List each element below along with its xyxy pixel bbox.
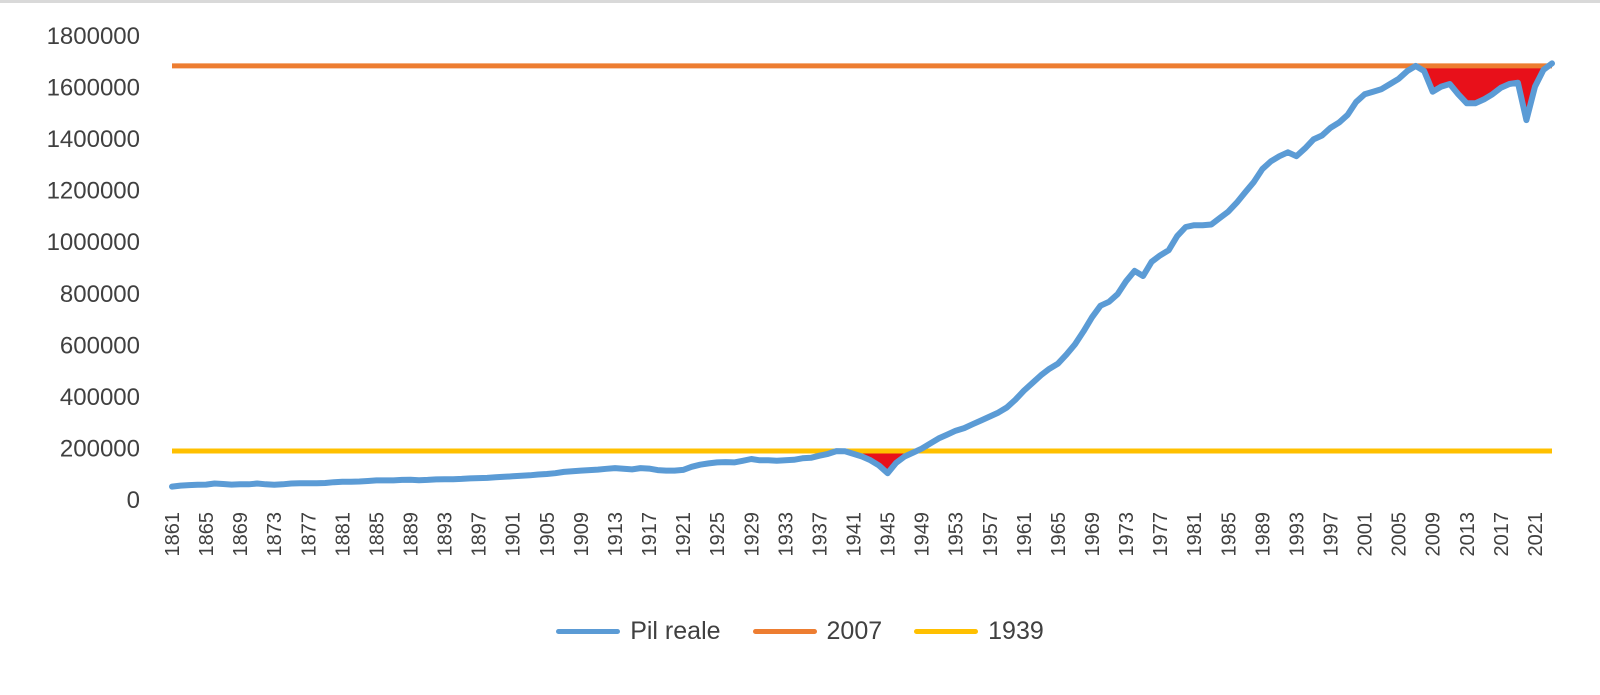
shortfall-shading	[853, 65, 1544, 474]
line-chart: 0 200000 400000 600000 800000 1000000 1200000 1…	[47, 23, 1555, 557]
x-tick-label: 1909	[571, 512, 593, 557]
y-tick-label: 1600000	[47, 75, 140, 102]
x-tick-label: 2005	[1389, 512, 1411, 557]
x-tick-label: 1989	[1252, 512, 1274, 557]
x-tick-label: 1945	[878, 512, 900, 557]
x-tick-label: 1949	[912, 512, 934, 557]
x-tick-label: 1893	[435, 512, 457, 557]
shortfall-area	[1415, 65, 1544, 121]
x-tick-label: 1905	[537, 512, 559, 557]
x-tick-label: 1981	[1184, 512, 1206, 557]
x-tick-label: 1957	[980, 512, 1002, 557]
x-tick-label: 1885	[366, 512, 388, 557]
legend-label-pil-reale: Pil reale	[630, 617, 721, 645]
series-lines	[169, 60, 1555, 490]
x-tick-label: 1865	[196, 512, 218, 557]
legend-swatch-1939	[914, 629, 979, 634]
x-tick-label: 1873	[264, 512, 286, 557]
series-line-pil-reale	[169, 60, 1555, 490]
x-tick-label: 1933	[775, 512, 797, 557]
legend-swatch-pil-reale	[556, 629, 621, 634]
x-tick-label: 2017	[1491, 512, 1513, 557]
x-tick-label: 1929	[741, 512, 763, 557]
x-tick-label: 1953	[946, 512, 968, 557]
x-tick-label: 2009	[1423, 512, 1445, 557]
legend-item-pil-reale: Pil reale	[556, 617, 721, 646]
y-axis-ticks: 0 200000 400000 600000 800000 1000000 1200000 1…	[47, 23, 140, 514]
y-tick-label: 0	[127, 487, 140, 514]
shortfall-area	[853, 451, 922, 474]
y-tick-label: 1200000	[47, 178, 140, 205]
y-tick-label: 600000	[60, 332, 140, 359]
x-tick-label: 1917	[639, 512, 661, 557]
x-tick-label: 1969	[1082, 512, 1104, 557]
y-tick-label: 1800000	[47, 23, 140, 50]
x-tick-label: 1861	[162, 512, 184, 557]
x-tick-label: 1997	[1321, 512, 1343, 557]
x-tick-label: 2013	[1457, 512, 1479, 557]
legend-swatch-2007	[752, 629, 817, 634]
x-tick-label: 1901	[503, 512, 525, 557]
x-tick-label: 1961	[1014, 512, 1036, 557]
x-tick-label: 1881	[332, 512, 354, 557]
x-tick-label: 1973	[1116, 512, 1138, 557]
x-axis-ticks: 1861 1865 1869 1873 1877 1881 1885 1889 1893 1897…	[162, 512, 1547, 557]
y-tick-label: 1400000	[47, 126, 140, 153]
x-tick-label: 1941	[843, 512, 865, 557]
legend: Pil reale 2007 1939	[0, 617, 1600, 646]
x-tick-label: 1937	[809, 512, 831, 557]
x-tick-label: 1877	[298, 512, 320, 557]
y-tick-label: 800000	[60, 281, 140, 308]
x-tick-label: 1889	[401, 512, 423, 557]
x-tick-label: 1869	[230, 512, 252, 557]
x-tick-label: 1965	[1048, 512, 1070, 557]
x-tick-label: 1985	[1218, 512, 1240, 557]
legend-item-1939: 1939	[914, 617, 1044, 646]
y-tick-label: 400000	[60, 384, 140, 411]
x-tick-label: 1925	[707, 512, 729, 557]
x-tick-label: 1977	[1150, 512, 1172, 557]
x-tick-label: 1921	[673, 512, 695, 557]
x-tick-label: 2021	[1525, 512, 1547, 557]
x-tick-label: 1897	[469, 512, 491, 557]
x-tick-label: 1913	[605, 512, 627, 557]
y-tick-label: 1000000	[47, 229, 140, 256]
legend-label-1939: 1939	[988, 617, 1044, 645]
legend-item-2007: 2007	[752, 617, 883, 646]
top-border	[0, 0, 1600, 3]
y-tick-label: 200000	[60, 435, 140, 462]
x-tick-label: 2001	[1355, 512, 1377, 557]
legend-label-2007: 2007	[826, 617, 883, 645]
x-tick-label: 1993	[1286, 512, 1308, 557]
